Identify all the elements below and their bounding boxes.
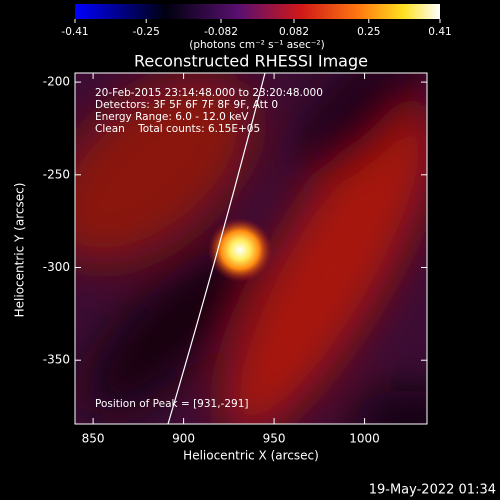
colorbar (75, 4, 440, 19)
x-axis-label: Heliocentric X (arcsec) (183, 449, 319, 463)
x-tick-label: 900 (172, 432, 195, 446)
colorbar-label: (photons cm⁻² s⁻¹ asec⁻²) (189, 39, 324, 51)
y-tick-label: -200 (43, 75, 70, 89)
colorbar-tick-label: -0.082 (204, 26, 238, 38)
peak-label: Position of Peak = [931,-291] (95, 398, 249, 410)
y-axis-label: Heliocentric Y (arcsec) (13, 183, 27, 318)
colorbar-tick-label: 0.082 (279, 26, 309, 38)
annotation: 20-Feb-2015 23:14:48.000 to 23:20:48.000 (95, 87, 323, 99)
image (75, 73, 427, 424)
annotation: Detectors: 3F 5F 6F 7F 8F 9F, Att 0 (95, 99, 278, 111)
y-tick-label: -350 (43, 353, 70, 367)
chart-title: Reconstructed RHESSI Image (134, 52, 368, 71)
plot-frame (74, 72, 428, 425)
annotation: Clean Total counts: 6.15E+05 (95, 123, 260, 135)
colorbar-tick-label: -0.25 (133, 26, 160, 38)
image-structure (75, 73, 427, 424)
x-tick-label: 950 (263, 432, 286, 446)
colorbar-tick-label: -0.41 (61, 26, 88, 38)
y-tick-label: -300 (43, 260, 70, 274)
x-tick-label: 1000 (349, 432, 380, 446)
solar-limb (167, 73, 266, 424)
colorbar-tick-label: 0.41 (428, 26, 451, 38)
timestamp: 19-May-2022 01:34 (369, 483, 496, 498)
annotation: Energy Range: 6.0 - 12.0 keV (95, 111, 249, 123)
y-tick-label: -250 (43, 167, 70, 181)
colorbar-tick-label: 0.25 (357, 26, 380, 38)
colorbar-ticks: -0.41 -0.25 -0.082 0.082 0.25 0.41 (61, 19, 452, 38)
x-tick-label: 850 (82, 432, 105, 446)
peak-source (208, 218, 272, 282)
axes: 850 900 950 1000 -200 -250 -300 -350 (43, 73, 427, 446)
